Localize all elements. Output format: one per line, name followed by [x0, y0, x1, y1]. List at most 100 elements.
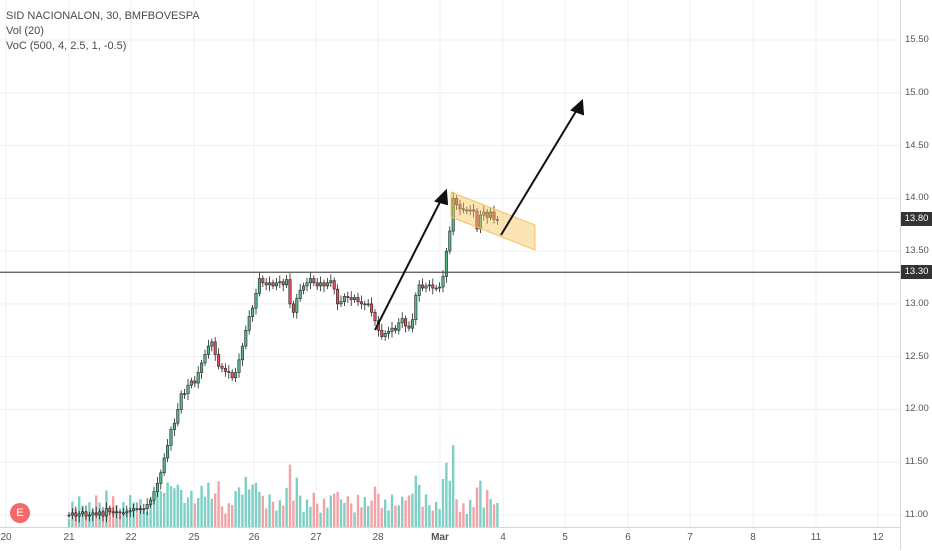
trend-arrow-1[interactable]: [374, 197, 443, 331]
candle-body: [363, 303, 367, 306]
candle-body: [414, 295, 418, 321]
candle-body: [359, 301, 363, 305]
volume-bar: [217, 481, 220, 527]
volume-bar: [261, 495, 264, 527]
volume-bar: [166, 482, 169, 527]
candle-body: [274, 282, 278, 287]
volume-bar: [397, 505, 400, 527]
candle-body: [74, 512, 78, 517]
candle-body: [237, 359, 241, 373]
candle-body: [261, 278, 265, 284]
volume-bar: [496, 503, 499, 527]
volume-bar: [207, 482, 210, 527]
volume-bar: [271, 501, 275, 527]
candle-body: [366, 303, 370, 306]
candle-body: [128, 510, 132, 513]
candle-body: [434, 287, 438, 290]
candle-body: [387, 331, 391, 334]
candle-body: [251, 307, 255, 317]
candle-body: [210, 341, 214, 347]
candle-body: [257, 278, 261, 294]
candle-body: [132, 508, 136, 512]
volume-bar: [251, 484, 254, 527]
volume-bar: [356, 494, 360, 527]
candle-body: [118, 511, 122, 514]
candle-body: [247, 316, 251, 331]
volume-bar: [435, 502, 438, 527]
volume-bar: [401, 496, 404, 527]
candle-body: [315, 282, 319, 287]
candle-body: [203, 354, 207, 364]
volume-bar: [353, 512, 356, 527]
price-tick-label: 14.00: [905, 192, 929, 204]
channel-rectangle[interactable]: [450, 191, 536, 251]
volume-bar: [282, 505, 285, 527]
candle-body: [121, 512, 125, 515]
candle-body: [179, 393, 183, 410]
trend-arrow-2[interactable]: [500, 107, 579, 236]
volume-bar: [380, 508, 383, 527]
candle-body: [91, 512, 95, 516]
volume-bar: [404, 500, 407, 527]
volume-bar: [363, 497, 366, 527]
candle-body: [458, 204, 462, 210]
candle-body: [329, 280, 333, 284]
volume-bar: [295, 477, 298, 527]
legend-voc[interactable]: VoC (500, 4, 2.5, 1, -0.5): [6, 40, 127, 52]
trend-arrows: [374, 98, 585, 331]
candle-body: [336, 288, 340, 305]
volume-bar: [367, 506, 370, 527]
volume-bar: [336, 491, 339, 527]
volume-bar: [428, 505, 431, 527]
price-tick-label: 15.50: [905, 34, 929, 45]
volume-bar: [309, 506, 312, 527]
legend-volume[interactable]: Vol (20): [6, 25, 44, 37]
volume-bar: [268, 494, 271, 527]
volume-bar: [322, 498, 326, 527]
volume-bar: [350, 503, 353, 527]
earnings-badge[interactable]: E: [10, 503, 30, 523]
candle-body: [155, 483, 159, 493]
volume-bar: [339, 499, 343, 527]
volume-bar: [197, 498, 200, 527]
legend-symbol[interactable]: SID NACIONALON, 30, BMFBOVESPA: [6, 10, 200, 22]
volume-bar: [424, 494, 428, 527]
candle-body: [186, 384, 190, 394]
candle-body: [373, 312, 377, 322]
candle-body: [278, 281, 282, 284]
candle-body: [410, 319, 414, 329]
candle-body: [101, 511, 105, 517]
candle-body: [393, 327, 397, 331]
candle-body: [196, 372, 200, 384]
time-tick-label: 28: [372, 532, 384, 543]
candle-body: [169, 429, 173, 446]
candle-body: [356, 297, 360, 303]
volume-bar: [326, 507, 329, 527]
candle-body: [271, 282, 275, 287]
volume-bar: [305, 499, 309, 527]
candle-body: [308, 278, 312, 284]
volume-bar: [220, 506, 224, 527]
candle-body: [115, 511, 119, 514]
volume-bar: [394, 505, 397, 527]
volume-bar: [146, 511, 149, 527]
arrowhead-1: [434, 188, 449, 206]
volume-bar: [173, 488, 176, 527]
candle-body: [193, 380, 197, 384]
candle-body: [152, 491, 156, 501]
candle-body: [441, 276, 445, 288]
price-tick-label: 13.00: [905, 297, 929, 309]
candle-body: [353, 297, 357, 300]
volume-bars: [67, 445, 499, 527]
candle-body: [407, 325, 411, 329]
volume-bar: [176, 484, 179, 527]
time-axis[interactable]: [0, 527, 900, 551]
volume-bar: [421, 506, 424, 527]
volume-bar: [360, 507, 363, 527]
candle-body: [339, 301, 343, 305]
candle-body: [349, 297, 353, 300]
candle-body: [482, 211, 486, 216]
candle-body: [176, 409, 180, 424]
price-tick-label: 12.50: [905, 350, 929, 362]
